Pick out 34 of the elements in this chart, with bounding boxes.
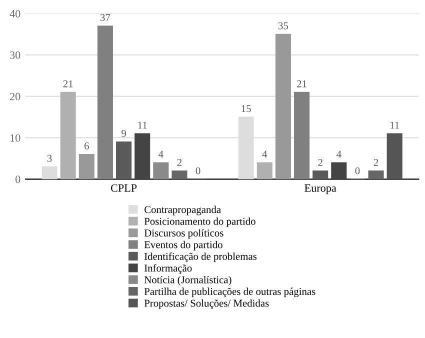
legend-label: Eventos do partido — [144, 240, 222, 250]
data-label: 15 — [242, 105, 251, 112]
data-label: 37 — [100, 14, 110, 22]
legend-label: Propostas/ Soluções/ Medidas — [144, 299, 269, 309]
y-tick-label: 10 — [10, 134, 20, 142]
data-label: 2 — [318, 158, 322, 166]
data-label: 3 — [47, 154, 52, 162]
data-label: 11 — [138, 122, 147, 129]
y-tick-label: 0 — [16, 176, 20, 184]
y-tick-label: 40 — [10, 10, 20, 18]
legend-label: Informação — [144, 264, 192, 274]
data-label: 4 — [158, 150, 164, 158]
data-label: 21 — [297, 80, 306, 88]
legend-label: Partilha de publicações de outras páginas — [144, 288, 316, 298]
legend-label: Contrapropaganda — [144, 206, 221, 216]
data-label: 4 — [336, 150, 342, 158]
data-label: 2 — [374, 158, 378, 166]
data-label: 9 — [122, 130, 126, 137]
data-label: 35 — [278, 22, 288, 30]
legend-label: Notícia (Jornalística) — [144, 276, 232, 286]
y-tick-label: 20 — [10, 92, 20, 100]
data-label: 11 — [390, 122, 399, 129]
legend-label: Posicionamento do partido — [144, 217, 256, 227]
legend-label: Discursos políticos — [144, 229, 224, 239]
y-tick-label: 30 — [10, 51, 20, 59]
x-tick-label: CPLP — [110, 184, 137, 192]
data-label: 4 — [262, 150, 268, 158]
data-label: 6 — [84, 142, 89, 150]
legend-label: Identificação de problemas — [144, 252, 257, 262]
data-label: 0 — [196, 167, 200, 174]
x-tick-label: Europa — [304, 184, 336, 194]
data-label: 2 — [177, 158, 182, 166]
data-label: 0 — [355, 167, 360, 174]
data-label: 21 — [63, 80, 73, 88]
